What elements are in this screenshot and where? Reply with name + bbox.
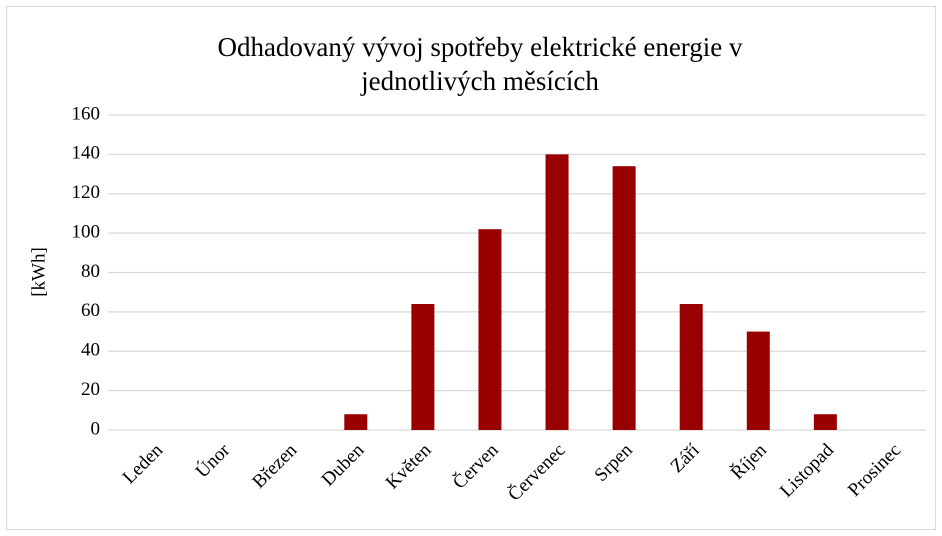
y-tick-label: 80 [81,261,100,282]
bar [478,229,502,430]
bar [746,331,770,430]
bar [411,304,435,430]
bar [545,154,569,430]
y-tick-label: 100 [72,221,101,242]
y-tick-label: 40 [81,340,100,361]
y-tick-label: 60 [81,300,100,321]
y-tick-label: 0 [91,418,101,439]
y-tick-label: 20 [81,379,100,400]
chart-title: Odhadovaný vývoj spotřeby elektrické ene… [217,32,743,96]
y-tick-label: 140 [72,143,101,164]
y-tick-label: 160 [72,103,101,124]
bar [344,414,368,430]
bar [813,414,837,430]
y-tick-label: 120 [72,182,101,203]
y-axis-label: [kWh] [28,247,49,297]
chart-border [6,6,936,530]
bar [679,304,703,430]
bar [612,166,636,430]
